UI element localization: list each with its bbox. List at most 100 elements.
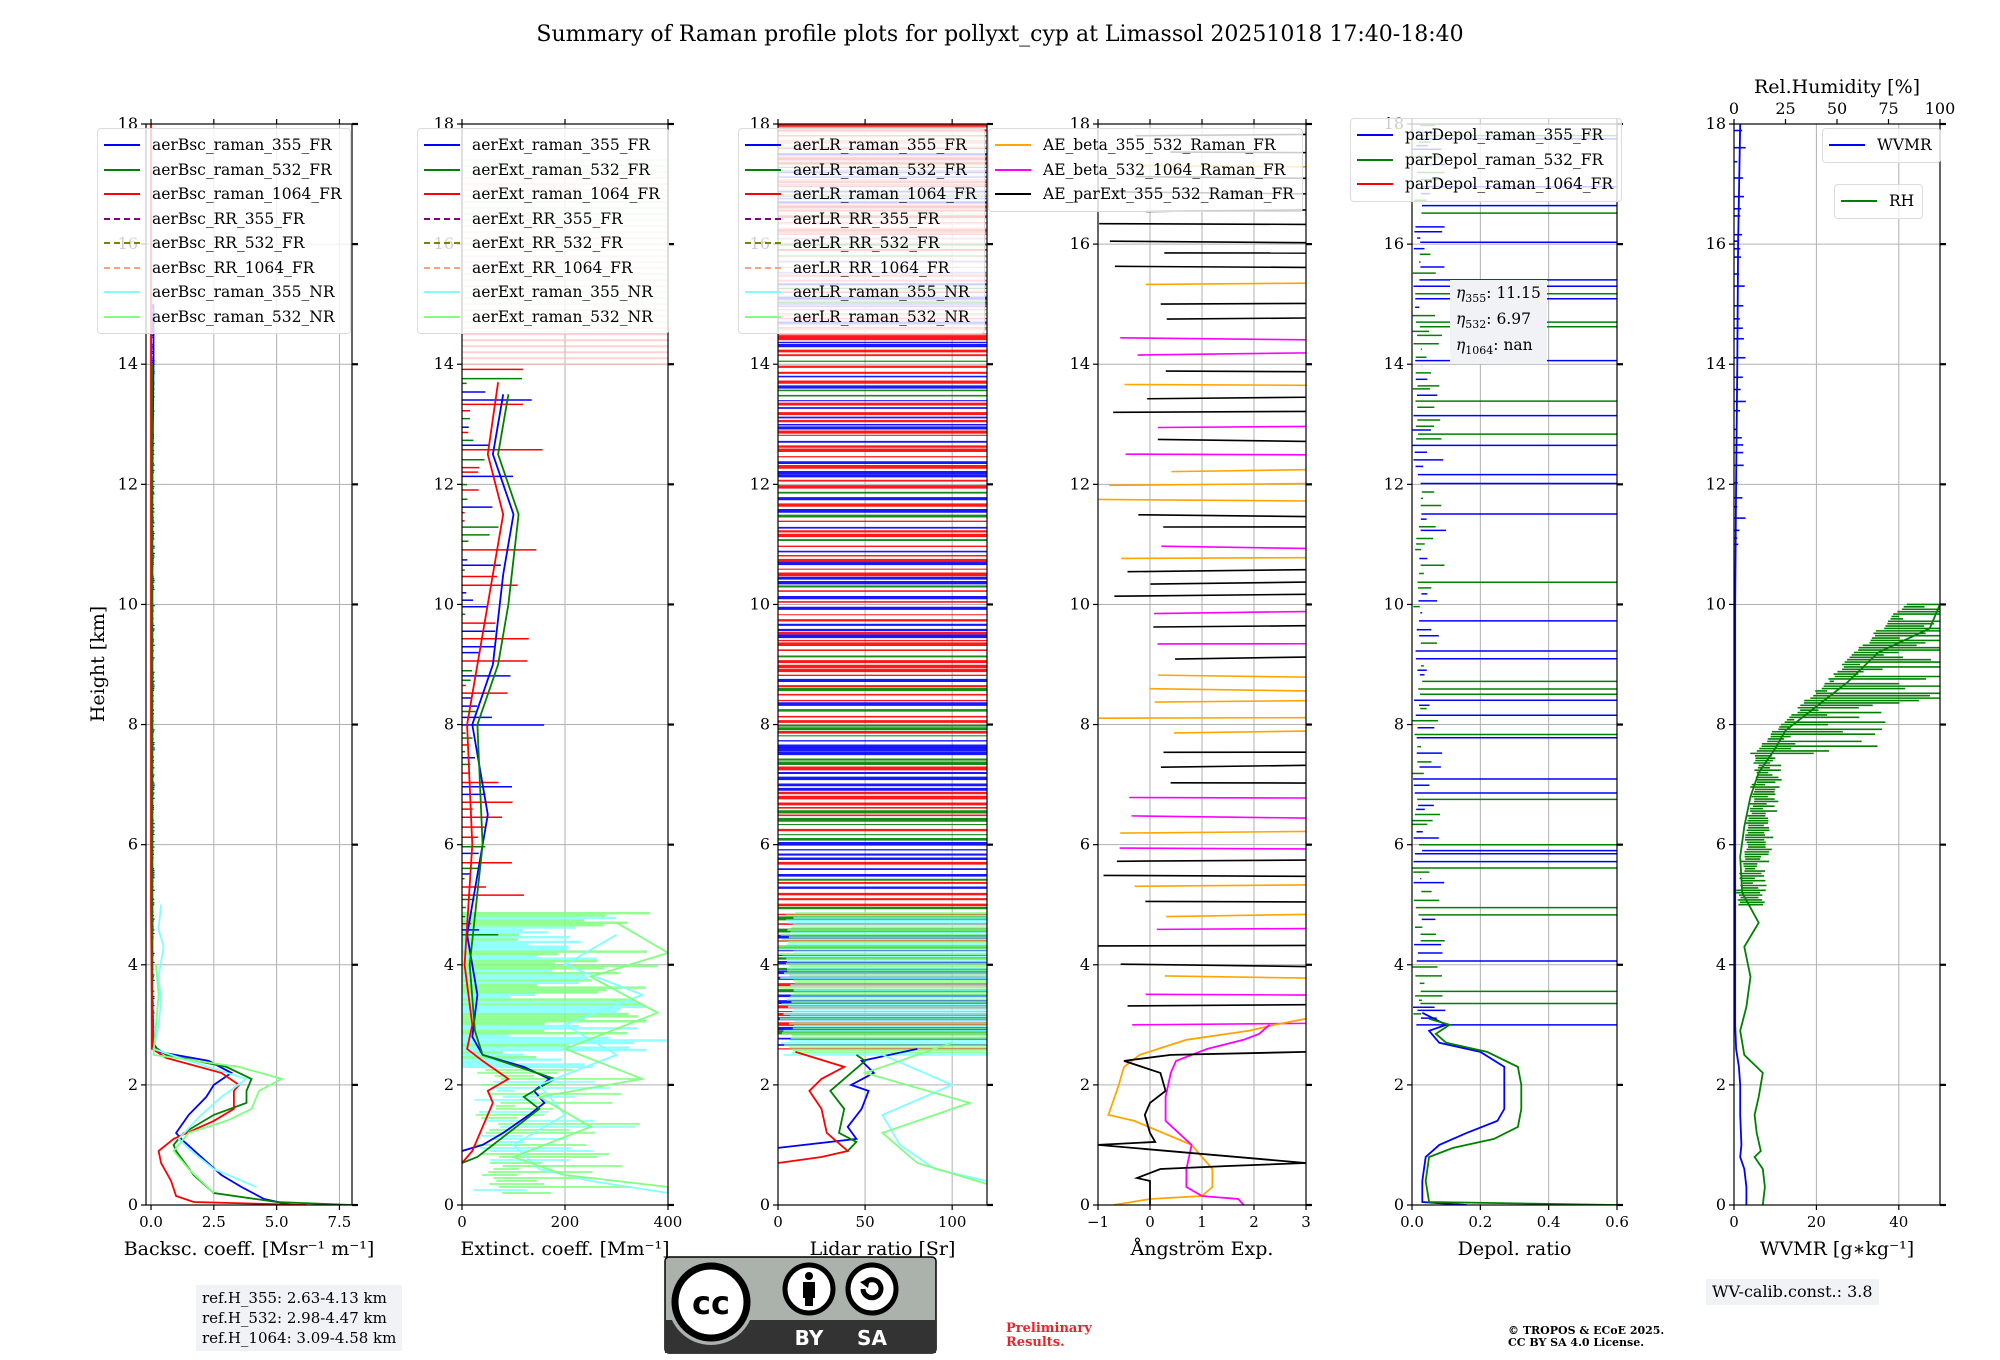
wv-calibration-box: WV-calib.const.: 3.8 (1706, 1279, 1879, 1305)
legend-entry: aerExt_raman_355_NR (424, 280, 660, 305)
y-tick-label: 6 (760, 835, 770, 854)
series-line-aerBsc_raman_1064_FR (150, 124, 307, 1205)
series-line-aerExt_raman_355_NR (512, 934, 668, 1194)
legend-swatch (424, 168, 460, 171)
legend-entry: AE_beta_532_1064_Raman_FR (995, 158, 1294, 183)
legend-swatch (424, 315, 460, 318)
y-tick-label: 14 (750, 354, 770, 373)
legend-swatch (995, 193, 1031, 196)
x-tick-label: 7.5 (328, 1213, 352, 1231)
x-tick-label: 0.0 (139, 1213, 163, 1231)
y-axis-label: Height [km] (87, 606, 109, 722)
copyright-line-1: © TROPOS & ECoE 2025. (1508, 1324, 1665, 1337)
plot-area (1412, 124, 1617, 1205)
ref-height-532: ref.H_532: 2.98-4.47 km (202, 1309, 387, 1327)
copyright-line-2: CC BY SA 4.0 License. (1508, 1336, 1645, 1349)
noise-segment (1114, 265, 1306, 269)
x-axis-label: Depol. ratio (1458, 1238, 1572, 1260)
x-tick-label: 40 (1889, 1213, 1908, 1231)
noise-segment (1153, 624, 1306, 628)
noise-segment (1158, 674, 1306, 678)
y-tick-label: 14 (118, 354, 138, 373)
y-tick-label: 12 (1706, 474, 1726, 493)
x-tick-label: 0 (1729, 1213, 1739, 1231)
eta-line-532: η532: 6.97 (1456, 310, 1531, 332)
legend-entry: aerBsc_raman_532_NR (104, 305, 342, 330)
top-x-tick-label: 0 (1729, 99, 1739, 118)
legend-swatch (995, 168, 1031, 171)
noise-segment (1137, 352, 1306, 356)
y-tick-label: 0 (760, 1195, 770, 1214)
legend-swatch (745, 266, 781, 269)
series-line-WVMR (1734, 124, 1748, 1205)
legend-entry: aerExt_raman_1064_FR (424, 182, 660, 207)
legend-entry: AE_parExt_355_532_Raman_FR (995, 182, 1294, 207)
noise-segment (1166, 913, 1306, 918)
legend-label: aerExt_RR_1064_FR (472, 258, 633, 277)
legend-label: aerLR_RR_1064_FR (793, 258, 950, 277)
legend-label: aerBsc_RR_355_FR (152, 209, 305, 228)
noise-segment (1145, 282, 1306, 286)
legend-label: aerBsc_raman_355_FR (152, 136, 332, 154)
noise-segment (1174, 730, 1306, 734)
x-tick-label: 100 (938, 1213, 967, 1231)
x-tick-label: 0 (457, 1213, 467, 1231)
legend-entry: aerExt_RR_532_FR (424, 231, 660, 256)
noise-segment (1125, 453, 1306, 456)
noise-segment (1119, 847, 1306, 850)
top-x-tick-label: 100 (1925, 99, 1956, 118)
legend-entry: aerLR_raman_355_NR (745, 280, 976, 305)
series-line-aerExt_raman_532_FR (462, 394, 557, 1164)
x-axis-label: Lidar ratio [Sr] (810, 1238, 956, 1260)
legend-entry: aerLR_raman_1064_FR (745, 182, 976, 207)
x-tick-label: 0 (1145, 1213, 1155, 1231)
series-line-aerBsc_raman_355_NR (152, 904, 257, 1188)
legend-entry: aerExt_raman_532_FR (424, 158, 660, 183)
y-tick-label: 16 (1384, 234, 1404, 253)
noise-segment (1114, 593, 1306, 598)
legend-swatch (104, 242, 140, 245)
legend-label: aerBsc_raman_532_NR (152, 307, 335, 326)
y-tick-label: 6 (1394, 835, 1404, 854)
plot-area (150, 124, 352, 1205)
sa-label: SA (857, 1326, 887, 1350)
noise-segment (1116, 859, 1306, 863)
noise-segment (1160, 302, 1306, 305)
legend-entry: aerExt_raman_355_FR (424, 133, 660, 158)
noise-segment (1098, 498, 1306, 502)
noise-segment (1147, 396, 1306, 400)
x-axis-label: Extinct. coeff. [Mm⁻¹] (460, 1238, 669, 1260)
y-tick-label: 0 (444, 1195, 454, 1214)
y-tick-label: 0 (1080, 1195, 1090, 1214)
legend-entry: AE_beta_355_532_Raman_FR (995, 133, 1294, 158)
legend-entry: parDepol_raman_1064_FR (1357, 172, 1613, 197)
noise-segment (1161, 545, 1306, 550)
legend-entry: aerBsc_raman_1064_FR (104, 182, 342, 207)
y-tick-label: 12 (1384, 474, 1404, 493)
preliminary-line-1: Preliminary (1006, 1321, 1092, 1336)
legend-swatch (745, 217, 781, 220)
ref-height-1064: ref.H_1064: 3.09-4.58 km (202, 1329, 397, 1347)
legend-swatch (745, 168, 781, 171)
noise-segment (1138, 513, 1306, 518)
legend-label: aerLR_raman_1064_FR (793, 185, 977, 203)
legend-entry: aerLR_raman_532_FR (745, 158, 976, 183)
x-tick-label: −1 (1087, 1213, 1109, 1231)
legend-entry: parDepol_raman_355_FR (1357, 123, 1613, 148)
legend-entry: aerLR_RR_355_FR (745, 207, 976, 232)
legend-label: parDepol_raman_355_FR (1405, 126, 1604, 144)
noise-segment (1171, 468, 1306, 473)
cc-label: cc (692, 1284, 730, 1322)
eta-calibration-box: η355: 11.15 η532: 6.97 η1064: nan (1450, 280, 1547, 365)
legend-entry: aerLR_raman_355_FR (745, 133, 976, 158)
noise-segment (1099, 222, 1306, 226)
y-tick-label: 8 (760, 715, 770, 734)
legend-swatch (1357, 134, 1393, 137)
legend-label: aerLR_raman_532_NR (793, 307, 970, 326)
legend-entry: aerLR_RR_1064_FR (745, 256, 976, 281)
series-line-aerBsc_raman_532_NR (152, 964, 285, 1194)
legend-swatch (1357, 183, 1393, 186)
noise-segment (1149, 687, 1306, 692)
y-tick-label: 8 (1080, 715, 1090, 734)
